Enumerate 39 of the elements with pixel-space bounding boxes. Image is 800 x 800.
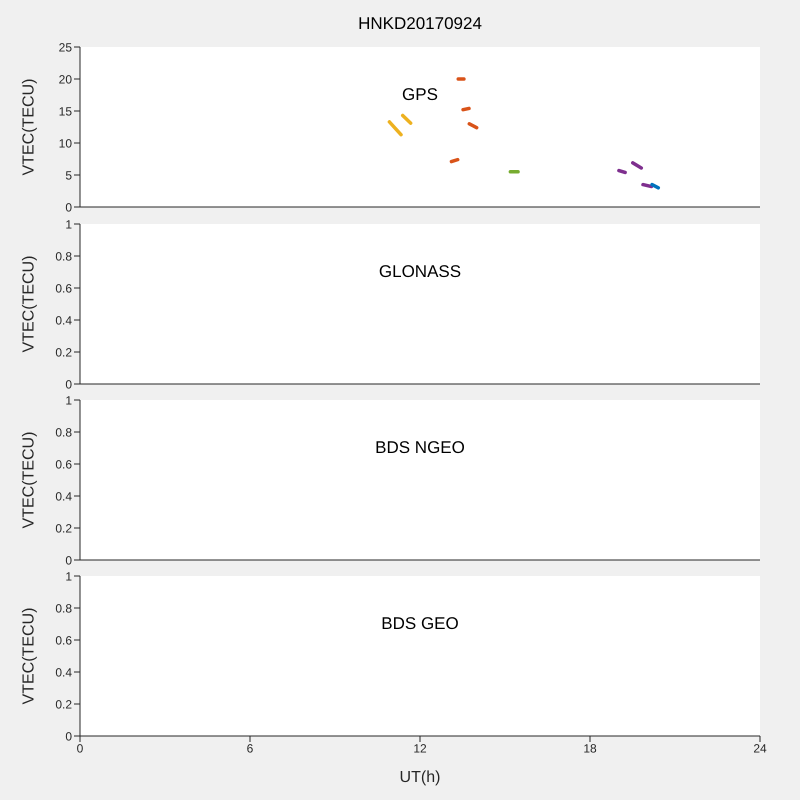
annotation: GLONASS (378, 262, 462, 282)
y-tick-label: 0.4 (55, 665, 72, 680)
annotation: BDS NGEO (374, 438, 466, 458)
y-tick-label: 1 (65, 393, 72, 408)
x-tick-label: 24 (753, 742, 767, 756)
x-tick-label: 12 (413, 742, 427, 756)
y-tick-label: 0 (65, 729, 72, 744)
y-tick-label: 0.8 (55, 425, 72, 440)
y-tick-label: 1 (65, 569, 72, 584)
y-tick-label: 0.4 (55, 313, 72, 328)
y-axis-title: VTEC(TECU) (20, 78, 38, 176)
x-tick-label: 0 (76, 742, 84, 756)
y-tick-label: 0.4 (55, 489, 72, 504)
y-tick-label: 0.6 (55, 281, 72, 296)
annotation: BDS GEO (380, 614, 460, 634)
y-tick-label: 5 (65, 168, 72, 182)
y-tick-label: 0.8 (55, 249, 72, 264)
y-tick-label: 0.8 (55, 601, 72, 616)
y-tick-label: 0.2 (55, 345, 72, 360)
y-axis-title: VTEC(TECU) (20, 608, 38, 704)
chart-title: HNKD20170924 (357, 14, 483, 34)
y-tick-label: 0.6 (55, 457, 72, 472)
y-axis-title: VTEC(TECU) (20, 256, 38, 352)
y-tick-label: 10 (58, 136, 72, 150)
y-tick-label: 0.2 (55, 697, 72, 712)
y-tick-label: 0.6 (55, 633, 72, 648)
annotation: GPS (401, 85, 439, 105)
y-tick-label: 0.2 (55, 521, 72, 536)
y-axis-title: VTEC(TECU) (20, 432, 38, 528)
y-tick-label: 1 (65, 217, 72, 232)
y-tick-label: 25 (58, 40, 72, 54)
y-tick-label: 0 (65, 377, 72, 392)
y-tick-label: 15 (58, 104, 72, 118)
x-axis-title: UT(h) (400, 769, 440, 786)
x-tick-label: 18 (583, 742, 597, 756)
x-tick-label: 6 (246, 742, 254, 756)
y-tick-label: 0 (65, 553, 72, 568)
y-tick-label: 20 (58, 72, 72, 86)
y-tick-label: 0 (65, 200, 72, 214)
